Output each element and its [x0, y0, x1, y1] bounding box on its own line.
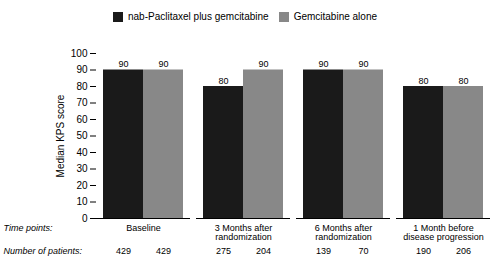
html-text:nab-Paclitaxel plus gemcitabin: nab-Paclitaxel plus gemcitabine: [128, 11, 269, 22]
svg-text:6 Months afterrandomization: 6 Months afterrandomization: [315, 223, 373, 242]
svg-text:60: 60: [76, 114, 88, 125]
svg-text:80: 80: [458, 76, 468, 86]
svg-text:20: 20: [76, 180, 88, 191]
svg-text:3 Months afterrandomization: 3 Months afterrandomization: [215, 223, 273, 242]
svg-text:100: 100: [71, 48, 88, 59]
svg-text:204: 204: [256, 246, 271, 256]
svg-text:190: 190: [416, 246, 431, 256]
svg-text:206: 206: [456, 246, 471, 256]
svg-text:90: 90: [118, 59, 128, 69]
svg-text:90: 90: [258, 59, 268, 69]
svg-text:275: 275: [216, 246, 231, 256]
svg-text:30: 30: [76, 163, 88, 174]
svg-text:139: 139: [316, 246, 331, 256]
svg-text:90: 90: [318, 59, 328, 69]
svg-text:70: 70: [76, 97, 88, 108]
svg-text:Baseline: Baseline: [126, 223, 161, 233]
svg-text:10: 10: [76, 196, 88, 207]
html-text:Gemcitabine alone: Gemcitabine alone: [293, 11, 377, 22]
svg-text:80: 80: [76, 81, 88, 92]
svg-text:80: 80: [418, 76, 428, 86]
svg-text:90: 90: [158, 59, 168, 69]
svg-text:70: 70: [358, 246, 368, 256]
svg-text:90: 90: [76, 64, 88, 75]
svg-text:Number of patients:: Number of patients:: [4, 246, 83, 256]
svg-text:Median KPS score: Median KPS score: [55, 94, 66, 177]
svg-text:50: 50: [76, 130, 88, 141]
svg-text:Time points:: Time points:: [4, 223, 53, 233]
svg-text:0: 0: [82, 213, 88, 224]
svg-text:1 Month beforedisease progress: 1 Month beforedisease progression: [403, 223, 484, 242]
svg-text:90: 90: [358, 59, 368, 69]
svg-text:429: 429: [156, 246, 171, 256]
svg-text:80: 80: [218, 76, 228, 86]
svg-text:429: 429: [116, 246, 131, 256]
svg-text:40: 40: [76, 147, 88, 158]
